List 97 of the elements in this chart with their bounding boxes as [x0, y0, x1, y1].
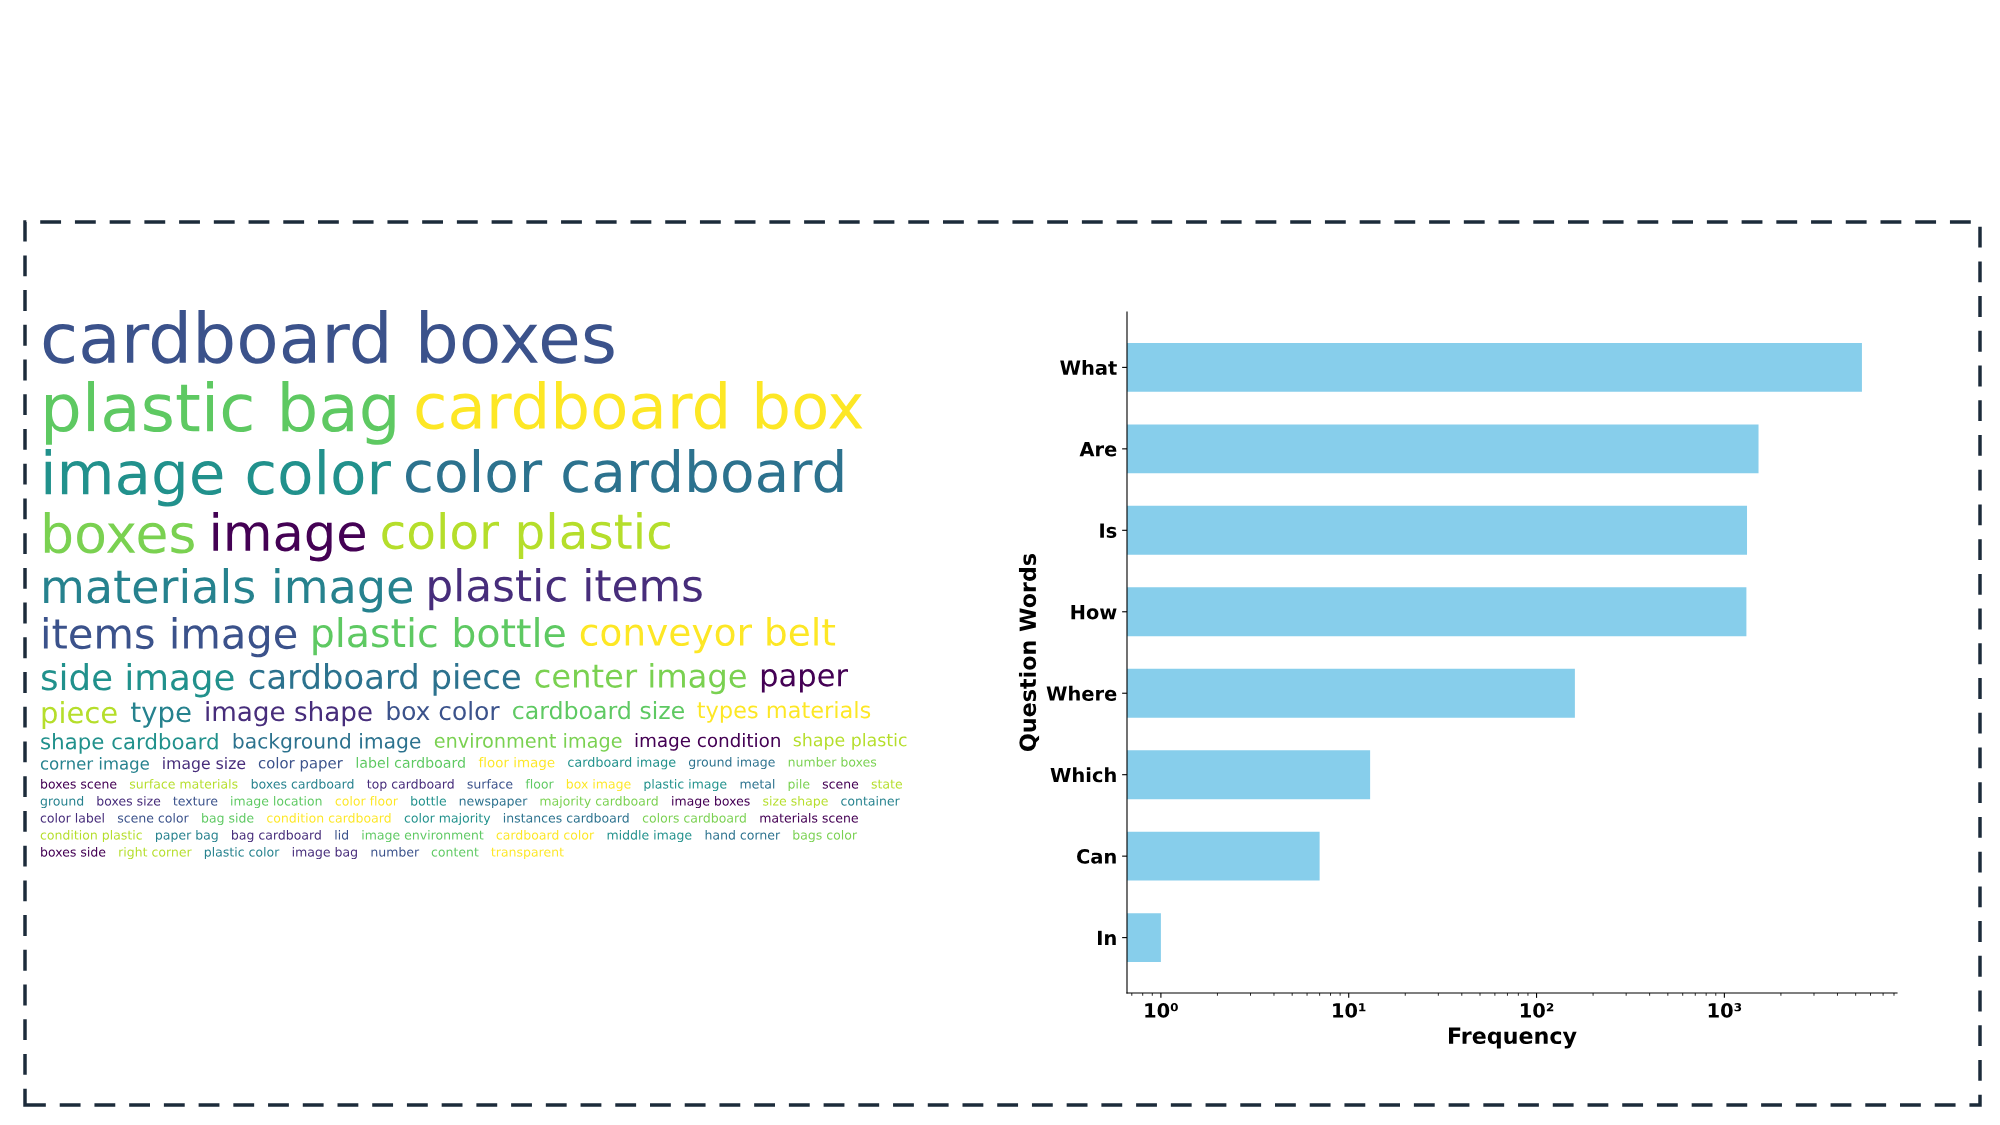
text: cardboard size: [513, 701, 684, 720]
text: state: [871, 779, 902, 789]
text: color cardboard: [405, 449, 843, 493]
text: size shape: [763, 796, 828, 809]
text: bottle: [411, 796, 447, 806]
text: boxes: [44, 512, 194, 554]
text: condition cardboard: [267, 813, 391, 823]
text: middle image: [607, 830, 692, 843]
text: top cardboard: [367, 779, 454, 792]
text: content: [431, 847, 479, 857]
text: paper: [761, 669, 849, 693]
text: color plastic: [382, 512, 670, 559]
text: shape cardboard: [41, 733, 218, 754]
text: plastic bag: [45, 381, 395, 445]
x-tick-label: 10⁰: [1145, 1003, 1178, 1018]
text: shape plastic: [793, 733, 907, 750]
text: color majority: [404, 813, 491, 826]
text: pile: [788, 779, 810, 792]
text: lid: [335, 830, 348, 840]
y-tick-label: Where: [1046, 685, 1117, 701]
text: image boxes: [672, 796, 750, 809]
text: condition plastic: [40, 830, 142, 843]
y-tick-label: Which: [1050, 767, 1116, 783]
x-tick-label: 10¹: [1333, 1003, 1366, 1018]
text: number boxes: [788, 757, 877, 767]
text: cardboard image: [568, 757, 676, 770]
text: instances cardboard: [503, 813, 629, 823]
y-axis-title: Question Words: [1018, 553, 1040, 751]
text: ground image: [688, 757, 775, 770]
text: image shape: [206, 701, 372, 727]
text: image condition: [635, 733, 780, 751]
text: environment image: [434, 733, 622, 752]
text: color label: [40, 813, 104, 823]
text: transparent: [491, 847, 564, 860]
text: materials scene: [760, 813, 858, 823]
text: piece: [42, 701, 117, 730]
x-tick-label: 10³: [1708, 1003, 1742, 1018]
text: hand corner: [705, 830, 781, 840]
text: paper bag: [156, 830, 218, 843]
x-tick-label: 10²: [1520, 1003, 1554, 1018]
text: container: [841, 796, 900, 806]
text: plastic color: [204, 847, 280, 860]
x-axis-title: Frequency: [1449, 1027, 1577, 1049]
text: scene color: [117, 813, 189, 823]
text: floor: [525, 779, 554, 789]
text: types materials: [697, 701, 871, 723]
text: floor image: [478, 757, 555, 771]
text: conveyor belt: [580, 617, 836, 654]
text: colors cardboard: [642, 813, 746, 823]
text: center image: [535, 663, 746, 695]
text: box image: [566, 779, 631, 792]
text: bag side: [202, 813, 254, 826]
text: plastic bottle: [313, 617, 565, 656]
text: color paper: [258, 757, 343, 772]
text: image location: [231, 796, 322, 809]
y-tick-label: How: [1071, 604, 1117, 620]
text: surface: [467, 779, 513, 789]
text: plastic items: [429, 568, 702, 611]
text: image size: [163, 757, 246, 773]
y-tick-label: Are: [1079, 442, 1117, 457]
y-tick-label: What: [1060, 360, 1117, 376]
text: background image: [233, 733, 421, 753]
text: bag cardboard: [232, 830, 321, 843]
text: color floor: [335, 796, 398, 806]
text: box color: [387, 701, 500, 721]
text: surface materials: [129, 779, 238, 789]
text: cardboard piece: [249, 663, 520, 696]
text: majority cardboard: [540, 796, 658, 809]
text: texture: [173, 796, 218, 806]
text: image: [213, 512, 365, 562]
text: type: [131, 702, 191, 728]
text: image environment: [362, 830, 484, 843]
text: cardboard box: [416, 381, 863, 430]
text: ground: [40, 796, 84, 809]
text: cardboard color: [496, 830, 595, 840]
text: image bag: [292, 847, 357, 860]
text: cardboard boxes: [43, 310, 614, 364]
text: bags color: [793, 830, 858, 843]
text: scene: [822, 781, 859, 789]
text: corner image: [40, 757, 149, 773]
text: boxes cardboard: [251, 779, 354, 789]
text: label cardboard: [356, 757, 465, 768]
text: materials image: [44, 568, 412, 613]
text: items image: [43, 617, 297, 658]
text: metal: [740, 779, 775, 789]
text: right corner: [119, 847, 192, 860]
text: boxes scene: [41, 779, 117, 789]
text: boxes side: [41, 847, 106, 857]
text: plastic image: [644, 779, 727, 792]
text: number: [371, 847, 420, 857]
text: side image: [41, 663, 234, 698]
y-tick-label: In: [1097, 930, 1116, 945]
text: newspaper: [459, 798, 528, 809]
text: boxes size: [97, 796, 161, 806]
y-tick-label: Is: [1100, 523, 1117, 538]
y-tick-label: Can: [1077, 849, 1116, 864]
text: image color: [45, 449, 391, 507]
